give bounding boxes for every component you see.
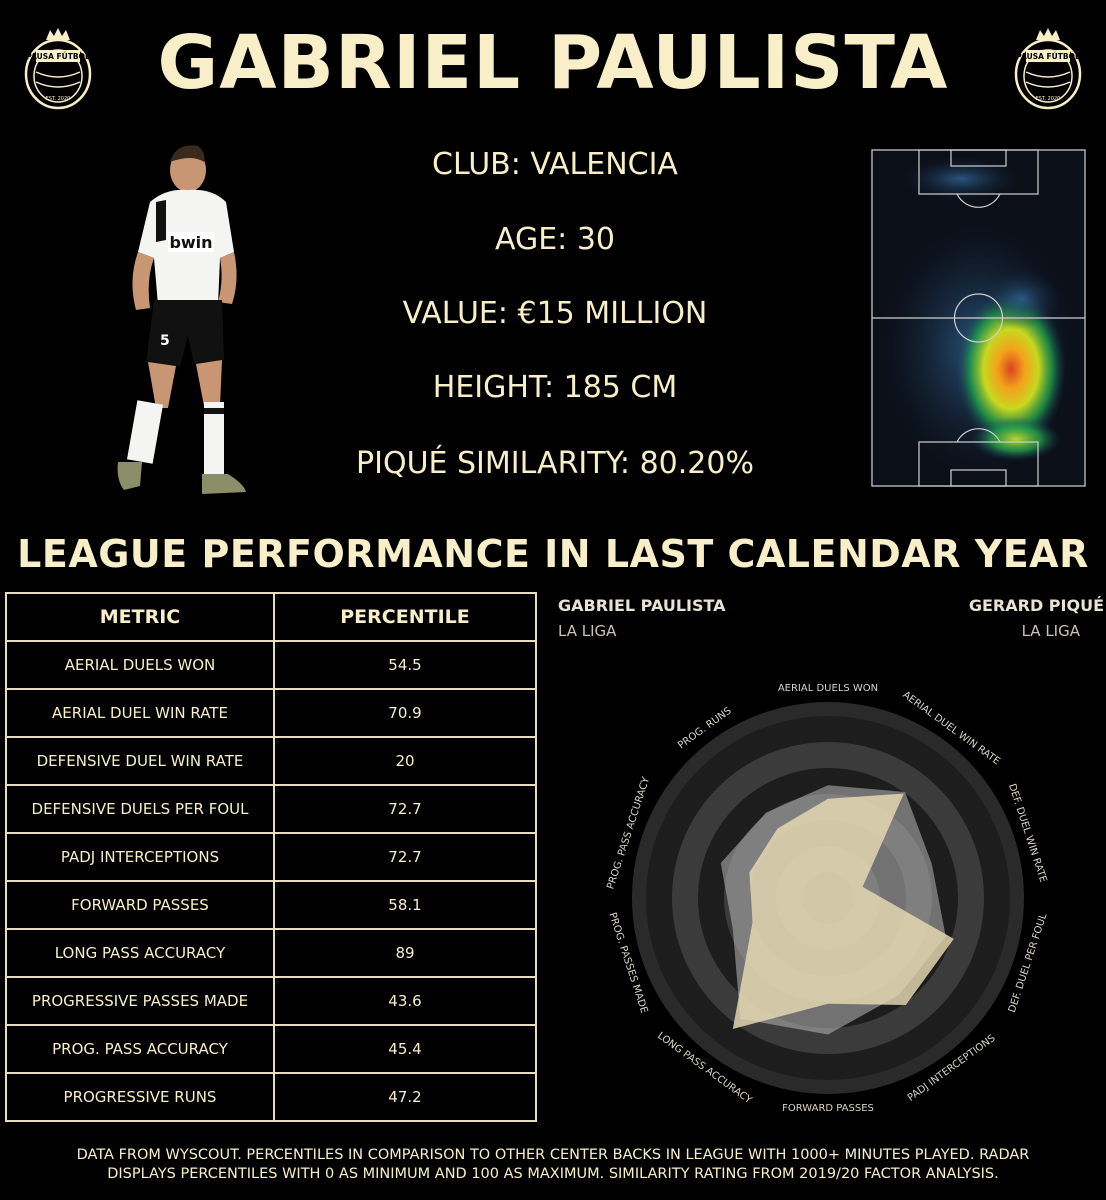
metric-cell: PROGRESSIVE RUNS xyxy=(5,1072,275,1122)
shirt-sponsor: bwin xyxy=(169,233,212,252)
metric-cell: PADJ INTERCEPTIONS xyxy=(5,832,275,882)
table-row: DEFENSIVE DUELS PER FOUL 72.7 xyxy=(5,784,537,834)
table-row: LONG PASS ACCURACY 89 xyxy=(5,928,537,978)
percentile-cell: 20 xyxy=(273,736,537,786)
metric-cell: LONG PASS ACCURACY xyxy=(5,928,275,978)
crown-icon xyxy=(1036,28,1060,40)
player-height: HEIGHT: 185 CM xyxy=(432,370,678,405)
percentile-cell: 43.6 xyxy=(273,976,537,1026)
player-club: CLUB: VALENCIA xyxy=(432,147,678,182)
player-similarity: PIQUÉ SIMILARITY: 80.20% xyxy=(356,446,754,481)
metric-cell: FORWARD PASSES xyxy=(5,880,275,930)
shirt-number: 5 xyxy=(160,333,170,349)
crown-icon xyxy=(46,28,70,40)
footnote-line-2: DISPLAYS PERCENTILES WITH 0 AS MINIMUM A… xyxy=(107,1166,999,1182)
section-title: LEAGUE PERFORMANCE IN LAST CALENDAR YEAR xyxy=(17,532,1089,576)
table-row: AERIAL DUEL WIN RATE 70.9 xyxy=(5,688,537,738)
radar-legend-player-b: GERARD PIQUÉ xyxy=(968,596,1104,615)
radar-axis-label: FORWARD PASSES xyxy=(782,1103,874,1114)
percentile-cell: 89 xyxy=(273,928,537,978)
percentile-cell: 45.4 xyxy=(273,1024,537,1074)
radar-legend-player-a-league: LA LIGA xyxy=(558,622,617,640)
table-row: DEFENSIVE DUEL WIN RATE 20 xyxy=(5,736,537,786)
table-row: PADJ INTERCEPTIONS 72.7 xyxy=(5,832,537,882)
logo-est: EST. 2020 xyxy=(46,96,71,102)
table-row: FORWARD PASSES 58.1 xyxy=(5,880,537,930)
percentile-cell: 47.2 xyxy=(273,1072,537,1122)
metric-cell: PROGRESSIVE PASSES MADE xyxy=(5,976,275,1026)
radar-legend-player-b-league: LA LIGA xyxy=(1021,622,1080,640)
club-logo-right: PAUSA FÚTBOL EST. 2020 xyxy=(1014,28,1082,110)
metric-cell: DEFENSIVE DUEL WIN RATE xyxy=(5,736,275,786)
radar-legend-player-a: GABRIEL PAULISTA xyxy=(558,596,726,615)
table-header-row: METRIC PERCENTILE xyxy=(5,592,537,642)
percentile-cell: 70.9 xyxy=(273,688,537,738)
club-logo-left: PAUSA FÚTBOL EST. 2020 xyxy=(24,28,92,110)
percentile-cell: 58.1 xyxy=(273,880,537,930)
metric-header: METRIC xyxy=(5,592,275,642)
logo-text: PAUSA FÚTBOL xyxy=(26,52,90,61)
percentile-cell: 72.7 xyxy=(273,784,537,834)
percentile-header: PERCENTILE xyxy=(273,592,537,642)
logo-est: EST. 2020 xyxy=(1036,96,1061,102)
player-age: AGE: 30 xyxy=(494,222,615,257)
footnote: DATA FROM WYSCOUT. PERCENTILES IN COMPAR… xyxy=(20,1146,1086,1184)
player-photo: bwin 5 xyxy=(117,145,246,494)
radar-axis-label: AERIAL DUELS WON xyxy=(778,683,878,694)
metric-cell: AERIAL DUEL WIN RATE xyxy=(5,688,275,738)
table-row: PROG. PASS ACCURACY 45.4 xyxy=(5,1024,537,1074)
footnote-line-1: DATA FROM WYSCOUT. PERCENTILES IN COMPAR… xyxy=(76,1147,1030,1163)
table-row: AERIAL DUELS WON 54.5 xyxy=(5,640,537,690)
metrics-table: METRIC PERCENTILE AERIAL DUELS WON 54.5 A… xyxy=(5,592,537,1122)
radar-series-gabriel-paulista xyxy=(732,793,954,1029)
logo-text: PAUSA FÚTBOL xyxy=(1016,52,1080,61)
metric-cell: DEFENSIVE DUELS PER FOUL xyxy=(5,784,275,834)
page-title: GABRIEL PAULISTA xyxy=(157,20,949,106)
percentile-cell: 72.7 xyxy=(273,832,537,882)
table-row: PROGRESSIVE PASSES MADE 43.6 xyxy=(5,976,537,1026)
metric-cell: AERIAL DUELS WON xyxy=(5,640,275,690)
metric-cell: PROG. PASS ACCURACY xyxy=(5,1024,275,1074)
table-row: PROGRESSIVE RUNS 47.2 xyxy=(5,1072,537,1122)
percentile-cell: 54.5 xyxy=(273,640,537,690)
player-value: VALUE: €15 MILLION xyxy=(402,296,708,331)
heatmap-pitch xyxy=(871,149,1086,487)
